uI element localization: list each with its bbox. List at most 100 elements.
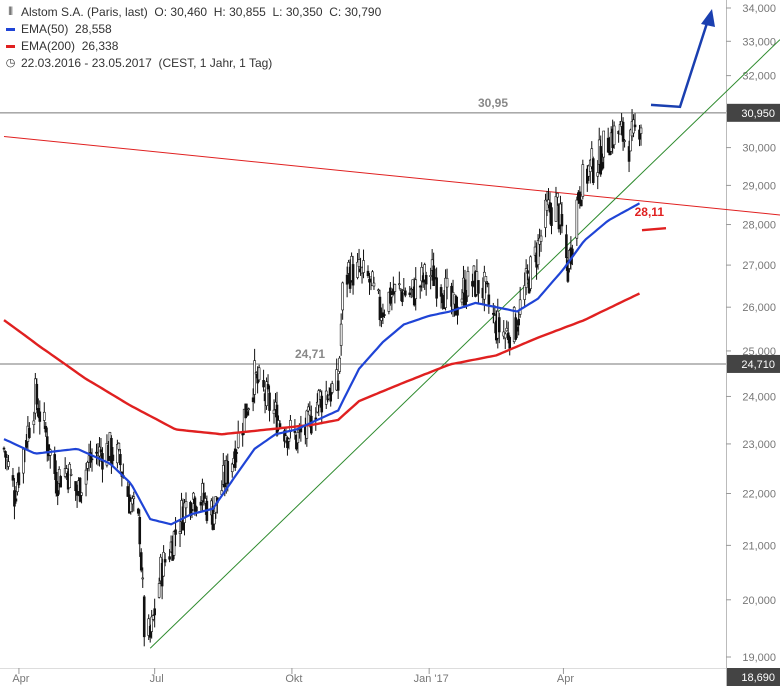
ohlc-high-label: H:	[213, 5, 226, 19]
y-tick-label: 27,000	[742, 260, 776, 272]
y-tick-label: 28,000	[742, 220, 776, 232]
axis-price-marker	[727, 103, 780, 122]
y-tick-label: 26,000	[742, 302, 776, 314]
candle-body	[445, 277, 449, 288]
horizontal-level-label: 30,95	[478, 96, 508, 110]
ema200-value: 26,338	[81, 39, 119, 53]
resistance-trend-line	[3, 135, 780, 216]
candle-body	[554, 196, 558, 222]
candle-body	[38, 411, 42, 422]
candle-body	[398, 283, 401, 286]
legend-title-row: ⫴ Alstom S.A. (Paris, last) O: 30,460 H:…	[4, 4, 381, 21]
ohlc-open: 30,460	[170, 5, 208, 19]
candle-body	[5, 457, 9, 461]
candle-body	[174, 529, 177, 535]
candle-body	[56, 490, 60, 496]
candle-body	[320, 395, 324, 413]
candle-body	[111, 454, 115, 461]
candle-body	[435, 277, 438, 299]
candle-body	[487, 294, 491, 305]
candle-body	[432, 265, 435, 287]
candle-body	[550, 207, 553, 226]
candle-body	[287, 438, 291, 442]
candle-body	[278, 423, 282, 428]
y-tick-label: 22,000	[742, 488, 776, 500]
candle-body	[345, 274, 349, 285]
candle-body	[330, 383, 334, 393]
candle-body	[245, 411, 249, 416]
candle-body	[368, 278, 371, 283]
candle-body	[578, 191, 582, 204]
candle-body	[168, 556, 171, 560]
candle-body	[336, 380, 340, 391]
ema200-line	[3, 292, 641, 436]
candle-body	[272, 409, 276, 414]
y-tick-label: 32,000	[742, 71, 776, 83]
ema50-value: 28,558	[75, 22, 112, 36]
candle-body	[503, 333, 507, 339]
y-tick-label: 21,000	[742, 540, 776, 552]
x-tick-label: Okt	[285, 673, 302, 685]
ema50-annotation-label: 28,11	[635, 205, 665, 219]
forecast-arrow-head	[701, 9, 715, 27]
candle-body	[32, 420, 36, 425]
legend-ema200-row: EMA(200) 26,338	[4, 38, 381, 55]
candle-body	[338, 357, 341, 372]
candle-body	[142, 596, 146, 638]
candle-body	[195, 506, 198, 512]
candle-body	[556, 193, 559, 198]
legend-title: Alstom S.A. (Paris, last)	[21, 5, 148, 19]
y-tick-label: 24,000	[742, 391, 776, 403]
x-tick-label: Jul	[150, 673, 164, 685]
candle-body	[253, 360, 256, 395]
ohlc-close: 30,790	[344, 5, 382, 19]
candle-body	[22, 448, 25, 474]
candle-body	[486, 282, 489, 285]
candle-body	[178, 531, 182, 534]
period-info: (CEST, 1 Jahr, 1 Tag)	[158, 56, 273, 70]
x-tick-label: Apr	[557, 673, 574, 685]
candle-body	[69, 473, 73, 476]
candle-body	[35, 383, 39, 405]
candle-body	[268, 392, 271, 411]
candle-body	[13, 490, 16, 507]
candle-body	[408, 292, 412, 295]
candle-body	[157, 583, 161, 598]
candle-body	[136, 508, 140, 514]
candle-body	[153, 608, 156, 616]
candle-body	[28, 427, 31, 438]
candle-body	[471, 281, 474, 287]
ema50-swatch	[6, 28, 15, 31]
candle-body	[477, 280, 480, 294]
candle-body	[244, 403, 247, 419]
candle-body	[339, 323, 343, 346]
candle-body	[236, 431, 240, 448]
candle-body	[581, 164, 585, 197]
candle-body	[138, 517, 142, 545]
candle-body	[484, 276, 488, 283]
candle-body	[199, 501, 203, 506]
candle-body	[265, 381, 268, 407]
candle-body	[90, 458, 94, 461]
candle-body	[418, 285, 422, 288]
candle-body	[633, 124, 637, 128]
candle-body	[190, 509, 194, 512]
candle-body	[341, 282, 344, 311]
candle-body	[439, 287, 443, 297]
candle-body	[456, 306, 459, 316]
candle-body	[59, 476, 62, 488]
forecast-arrow-line	[650, 19, 710, 109]
candle-body	[393, 284, 397, 292]
candle-body	[529, 256, 532, 289]
ema50-line	[3, 202, 641, 526]
candle-body	[505, 327, 509, 332]
candle-body	[17, 472, 21, 486]
candle-body	[565, 234, 568, 259]
chart-legend: ⫴ Alstom S.A. (Paris, last) O: 30,460 H:…	[4, 4, 382, 72]
candle-body	[383, 314, 386, 316]
candle-body	[612, 125, 616, 146]
candle-body	[571, 248, 574, 256]
candle-body	[380, 317, 383, 321]
y-tick-label: 20,000	[742, 595, 776, 607]
candle-body	[11, 475, 15, 481]
